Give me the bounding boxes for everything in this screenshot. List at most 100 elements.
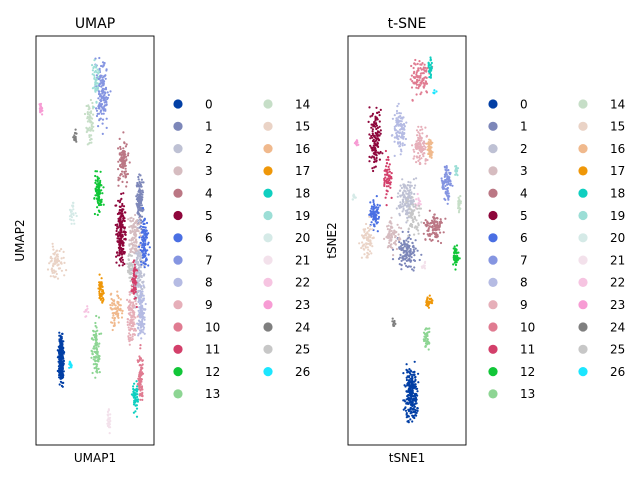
cluster-6-point: [146, 233, 149, 236]
cluster-11-point: [387, 158, 390, 161]
cluster-19-points: [454, 165, 460, 177]
cluster-5-point: [122, 261, 125, 264]
cluster-1-point: [406, 246, 410, 249]
cluster-10-point: [419, 67, 422, 70]
cluster-2-point: [402, 183, 405, 186]
legend-label: 15: [610, 120, 625, 134]
cluster-9-point: [417, 131, 420, 134]
cluster-1-point: [140, 228, 143, 231]
cluster-16-point: [429, 142, 432, 145]
cluster-7-point: [441, 186, 444, 189]
cluster-2-point: [402, 193, 405, 196]
cluster-4-point: [128, 161, 131, 164]
cluster-25-point: [413, 233, 416, 236]
cluster-4-point: [121, 165, 125, 168]
cluster-11-point: [133, 267, 136, 270]
cluster-13-point: [90, 349, 93, 352]
cluster-4-point: [120, 151, 123, 154]
cluster-16-point: [111, 304, 114, 307]
legend-1: 0123456789101112131415161718192021222324…: [488, 97, 625, 401]
cluster-5-point: [375, 106, 378, 109]
cluster-25-point: [405, 201, 408, 204]
cluster-1-point: [400, 263, 403, 266]
cluster-9-point: [420, 139, 423, 142]
cluster-10-point: [410, 74, 413, 77]
legend-marker: [263, 344, 273, 354]
cluster-14-point: [88, 142, 91, 145]
cluster-4-point: [428, 232, 431, 236]
cluster-7-point: [103, 62, 106, 65]
legend-item-2: 2: [173, 142, 213, 156]
cluster-13-point: [98, 342, 101, 345]
cluster-0-point: [406, 395, 409, 398]
cluster-10-point: [412, 72, 415, 75]
cluster-3-point: [131, 246, 134, 249]
cluster-16-point: [118, 304, 121, 307]
cluster-15-point: [369, 242, 372, 245]
legend-label: 25: [610, 343, 625, 357]
cluster-18-point: [427, 61, 430, 64]
cluster-2-point: [405, 192, 408, 195]
cluster-12-point: [458, 257, 461, 260]
cluster-25-point: [127, 263, 131, 266]
cluster-10-point: [423, 84, 426, 87]
legend-item-25: 25: [263, 343, 310, 357]
cluster-3-point: [397, 233, 400, 236]
cluster-13-point: [95, 334, 98, 337]
cluster-5-point: [375, 143, 378, 146]
cluster-25-point: [417, 232, 420, 235]
cluster-9-point: [422, 140, 426, 143]
cluster-13-point: [424, 345, 427, 348]
cluster-3-point: [130, 220, 133, 223]
cluster-8-point: [401, 144, 404, 147]
cluster-5-point: [116, 240, 119, 243]
cluster-8-point: [396, 105, 399, 108]
cluster-8-point: [139, 326, 142, 329]
cluster-12-point: [453, 256, 456, 259]
cluster-15-point: [56, 257, 59, 261]
cluster-9-point: [423, 145, 426, 148]
cluster-16-point: [120, 316, 124, 319]
cluster-15-point: [362, 234, 365, 238]
cluster-8-point: [141, 313, 144, 316]
cluster-9-point: [131, 314, 134, 317]
cluster-2-point: [403, 189, 406, 192]
cluster-14-point: [457, 207, 460, 210]
cluster-8-point: [399, 148, 403, 151]
cluster-10-point: [422, 72, 425, 75]
cluster-6-point: [374, 218, 377, 221]
cluster-10-point: [410, 86, 414, 89]
cluster-13-point: [93, 347, 96, 350]
cluster-6-point: [372, 213, 375, 216]
cluster-15-point: [358, 242, 361, 245]
legend-label: 23: [295, 298, 310, 312]
legend-label: 10: [205, 320, 220, 334]
cluster-4-point: [438, 228, 441, 231]
cluster-16-point: [116, 309, 119, 313]
cluster-4-point: [431, 238, 434, 242]
cluster-18-points: [427, 56, 433, 79]
cluster-9-point: [418, 134, 421, 137]
cluster-9-point: [132, 301, 135, 304]
cluster-15-point: [49, 275, 52, 278]
cluster-11-point: [134, 290, 137, 293]
cluster-7-point: [101, 82, 104, 85]
cluster-0-point: [411, 420, 414, 423]
cluster-8-point: [137, 300, 140, 303]
cluster-5-point: [115, 227, 119, 230]
cluster-25-point: [417, 211, 420, 214]
cluster-13-point: [97, 367, 100, 370]
cluster-9-point: [128, 343, 131, 346]
cluster-0-point: [408, 399, 412, 402]
cluster-15-point: [51, 242, 54, 245]
cluster-14-point: [90, 128, 93, 131]
legend-marker: [578, 166, 588, 176]
cluster-8-point: [401, 131, 404, 134]
legend-item-12: 12: [173, 365, 220, 379]
cluster-6-point: [139, 241, 142, 244]
cluster-1-point: [135, 203, 139, 206]
cluster-16-point: [428, 155, 431, 158]
cluster-12-point: [96, 191, 99, 194]
cluster-7-point: [447, 169, 450, 172]
legend-item-15: 15: [578, 120, 625, 134]
